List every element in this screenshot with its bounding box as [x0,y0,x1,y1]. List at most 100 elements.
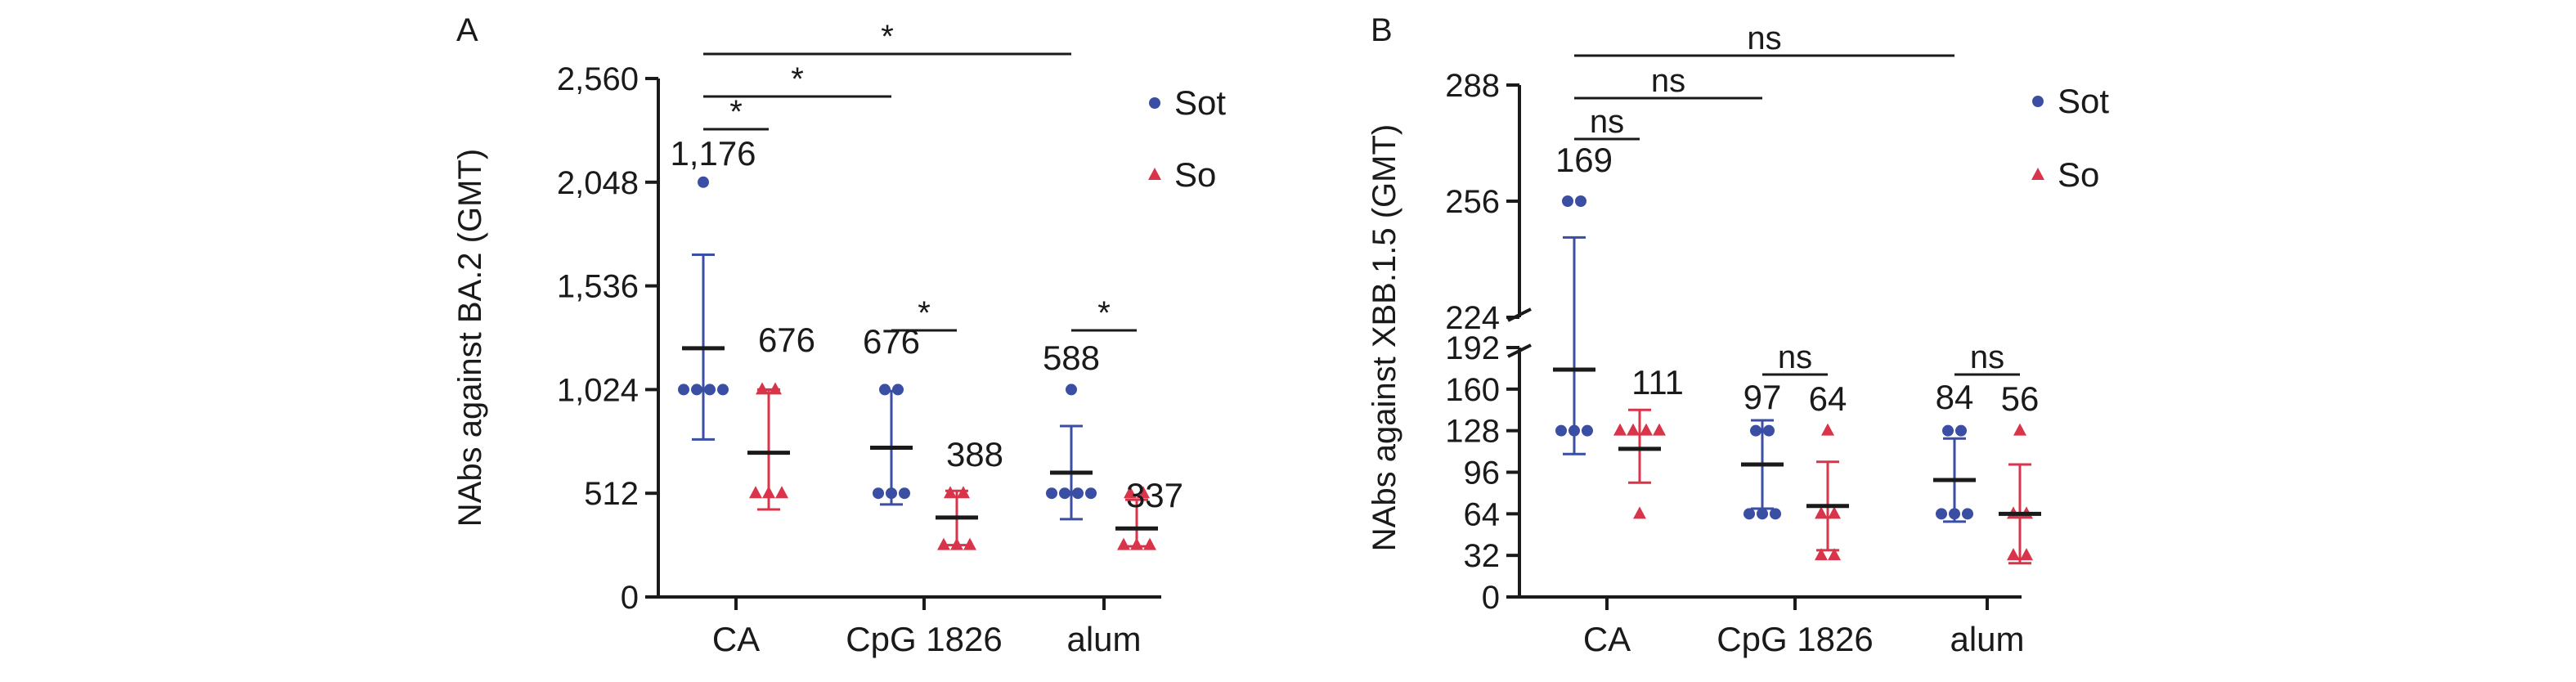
x-tick-label: CA [1583,620,1631,658]
data-point-so [1821,423,1834,436]
data-point-so [1828,548,1841,561]
data-point-so [1143,537,1156,550]
data-point-sot [1949,508,1960,520]
data-point-sot [892,384,904,396]
data-point-sot [1072,487,1084,500]
y-tick-label: 0 [1482,580,1500,616]
data-point-sot [698,176,709,188]
gmt-label: 676 [863,322,920,361]
y-tick-label: 1,536 [557,269,639,305]
gmt-label: 97 [1744,378,1782,416]
data-point-sot [1955,424,1967,437]
panel-letter: B [1371,12,1393,48]
legend-marker-circle [2032,96,2044,107]
data-point-so [749,486,762,499]
y-tick-label: 160 [1445,372,1500,408]
gmt-label: 56 [2001,379,2040,418]
data-point-so [762,486,775,499]
data-point-so [756,382,769,395]
data-point-so [944,486,957,499]
significance-label: * [729,94,743,130]
data-point-sot [1942,424,1954,437]
significance-label: * [881,19,894,55]
significance-label: ns [1778,339,1812,375]
data-point-so [963,537,976,550]
y-tick-label: 512 [584,476,639,512]
data-point-sot [1575,195,1586,207]
panel-letter: A [456,12,478,48]
legend-label: So [1174,155,1216,194]
x-tick-label: CA [712,620,760,658]
y-axis-title: NAbs against BA.2 (GMT) [452,149,488,527]
legend-marker-triangle [1148,168,1161,180]
data-point-sot [1046,487,1057,500]
data-point-so [2020,548,2033,561]
y-tick-label: 192 [1445,330,1500,366]
data-point-so [1815,506,1828,519]
panel-a: A NAbs against BA.2 (GMT) 0 512 1,024 1,536 2,… [452,12,1226,658]
legend-label: Sot [2058,82,2109,120]
data-point-so [1815,548,1828,561]
legend-label: So [2058,155,2099,194]
data-point-sot [1770,508,1781,520]
data-point-so [2013,423,2026,436]
x-tick-label: alum [1066,620,1141,658]
data-point-so [957,486,970,499]
data-point-sot [1744,508,1755,520]
gmt-label: 676 [758,321,815,359]
significance-label: * [791,61,804,97]
y-tick-label: 32 [1464,538,1501,574]
significance-label: ns [1970,339,2004,375]
significance-label: * [1097,295,1111,331]
data-point-so [950,537,963,550]
data-point-so [1124,486,1137,499]
data-point-so [1613,423,1627,436]
y-tick-label: 288 [1445,68,1500,104]
data-point-sot [1066,384,1077,396]
data-point-so [1653,423,1666,436]
data-point-so [775,486,788,499]
data-point-sot [678,384,689,396]
data-point-so [1130,537,1143,550]
significance-label: * [918,295,931,331]
data-point-so [937,537,950,550]
data-point-sot [873,487,884,500]
y-tick-label: 2,048 [557,165,639,201]
y-axis-title: NAbs against XBB.1.5 (GMT) [1367,124,1402,551]
y-tick-label: 96 [1464,455,1501,491]
data-point-sot [717,384,729,396]
legend-label: Sot [1174,83,1226,122]
data-point-so [1627,423,1640,436]
axis-break-mark [1507,343,1532,358]
data-point-sot [1568,424,1580,437]
significance-label: ns [1651,63,1685,99]
y-tick-label: 1,024 [557,372,639,408]
data-point-sot [691,384,702,396]
data-point-sot [1962,508,1973,520]
x-tick-label: CpG 1826 [1717,620,1873,658]
gmt-label: 169 [1555,141,1613,179]
gmt-label: 64 [1809,379,1847,418]
data-point-so [1633,506,1646,519]
data-point-sot [899,487,910,500]
data-point-sot [1763,424,1775,437]
data-point-sot [1750,424,1761,437]
data-point-sot [1757,508,1768,520]
y-tick-label: 64 [1464,496,1501,532]
data-point-so [1117,537,1130,550]
data-point-sot [1555,424,1567,437]
data-point-sot [1936,508,1947,520]
data-point-so [2007,548,2020,561]
y-tick-label: 224 [1445,300,1500,336]
x-tick-label: CpG 1826 [846,620,1002,658]
data-point-so [1137,486,1150,499]
y-tick-label: 256 [1445,184,1500,220]
data-point-sot [1582,424,1593,437]
data-point-sot [704,384,716,396]
gmt-label: 84 [1936,378,1974,416]
gmt-label: 388 [946,435,1003,473]
data-point-sot [886,487,897,500]
significance-label: ns [1747,20,1781,56]
y-tick-label: 2,560 [557,61,639,97]
